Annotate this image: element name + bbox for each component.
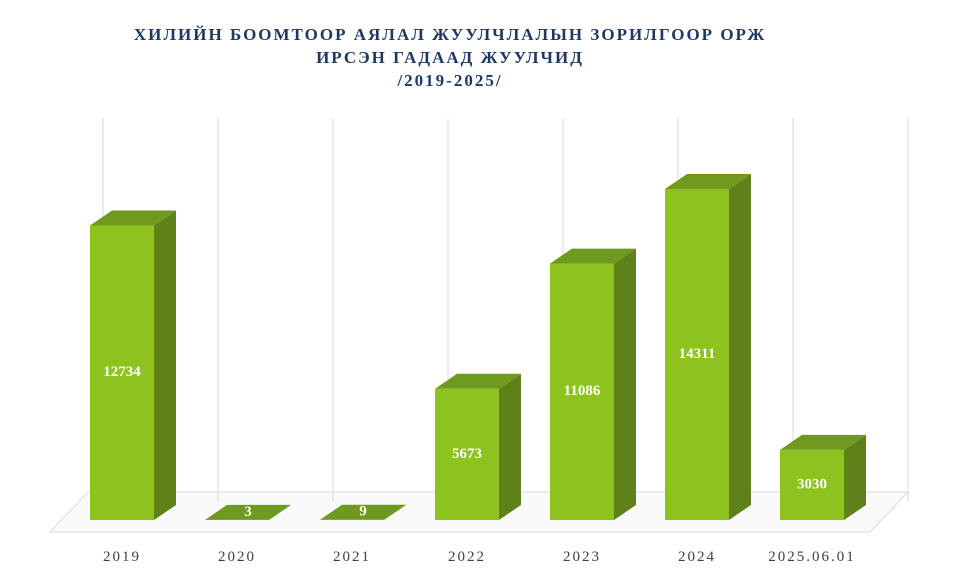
bar-side bbox=[499, 373, 521, 520]
bar-top bbox=[205, 504, 291, 520]
bar-side bbox=[614, 248, 636, 520]
x-tick-label: 2024 bbox=[678, 549, 716, 565]
bar-group: 5673 bbox=[435, 373, 521, 520]
value-label: 11086 bbox=[564, 383, 601, 399]
bar bbox=[90, 225, 154, 520]
bar-group: 11086 bbox=[550, 248, 636, 520]
bar-top bbox=[90, 210, 176, 226]
bar-group: 3030 bbox=[780, 434, 866, 520]
bar-side bbox=[729, 174, 751, 520]
bar-group: 9 bbox=[320, 504, 406, 520]
bar-group: 12734 bbox=[90, 210, 176, 520]
bar bbox=[550, 263, 614, 520]
bar-group: 14311 bbox=[665, 174, 751, 520]
chart-title: /2019-2025/ bbox=[396, 71, 502, 90]
bar-top bbox=[550, 248, 636, 264]
x-tick-label: 2022 bbox=[448, 549, 486, 565]
chart-title: ХИЛИЙН БООМТООР АЯЛАЛ ЖУУЛЧЛАЛЫН ЗОРИЛГО… bbox=[134, 25, 766, 44]
value-label: 12734 bbox=[103, 364, 141, 380]
value-label: 3030 bbox=[797, 476, 827, 492]
bar-side bbox=[384, 504, 406, 520]
bar bbox=[665, 189, 729, 520]
bar bbox=[780, 449, 844, 520]
bar-side bbox=[844, 434, 866, 520]
x-tick-label: 2025.06.01 bbox=[768, 549, 856, 565]
value-label: 9 bbox=[359, 504, 367, 520]
bar-side bbox=[154, 210, 176, 520]
bar-top bbox=[435, 373, 521, 389]
value-label: 3 bbox=[244, 504, 252, 520]
x-tick-label: 2019 bbox=[103, 549, 141, 565]
bar-top bbox=[320, 504, 406, 520]
value-label: 14311 bbox=[679, 346, 716, 362]
x-tick-label: 2023 bbox=[563, 549, 601, 565]
x-tick-label: 2020 bbox=[218, 549, 256, 565]
bar-side bbox=[269, 504, 291, 520]
bar-group: 3 bbox=[205, 504, 291, 520]
bar-top bbox=[665, 174, 751, 189]
bar-top bbox=[780, 434, 866, 450]
bar bbox=[435, 388, 499, 520]
chart-title: ИРСЭН ГАДААД ЖУУЛЧИД bbox=[316, 48, 584, 67]
x-tick-label: 2021 bbox=[333, 549, 371, 565]
value-label: 5673 bbox=[452, 446, 482, 462]
